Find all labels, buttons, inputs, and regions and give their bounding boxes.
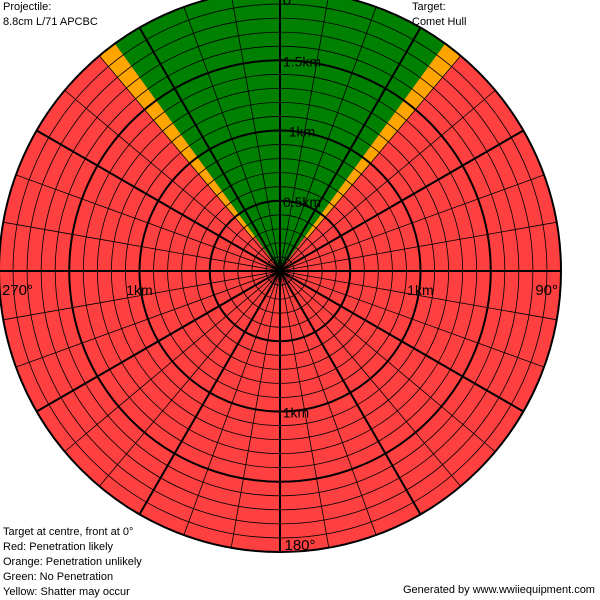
major-angle-spoke (279, 270, 422, 515)
range-label-0-1_5: 1.5km (283, 53, 321, 69)
range-label-180-1: 1km (283, 405, 309, 421)
angle-label-180: 180° (284, 537, 315, 554)
zone-penetration-unlikely-1 (304, 43, 461, 239)
major-angle-spoke (36, 129, 281, 272)
major-angle-spoke (279, 270, 524, 413)
legend-item-orange: Orange: Penetration unlikely (3, 556, 142, 568)
major-angle-spoke (138, 270, 281, 515)
angle-label-270: 270° (2, 282, 33, 299)
target-label: Target: (412, 1, 446, 13)
legend-item-green: Green: No Penetration (3, 571, 114, 583)
major-angle-spoke (279, 27, 422, 272)
projectile-info: Projectile: 8.8cm L/71 APCBC (3, 0, 98, 30)
range-label-270-1: 1km (126, 282, 152, 298)
major-angle-spoke (279, 129, 524, 272)
target-info: Target: Comet Hull (412, 0, 466, 30)
projectile-label: Projectile: (3, 1, 52, 13)
credit-text: Generated by www.wwiiequipment.com (403, 584, 595, 596)
labels-layer: 0° 90° 180° 270° 0.5km 1km 1.5km 1km 1km 1km (2, 0, 558, 554)
major-angle-spoke (138, 27, 281, 272)
target-value: Comet Hull (412, 16, 467, 28)
major-angle-spoke (36, 270, 281, 413)
range-label-0-0_5: 0.5km (283, 194, 321, 210)
legend-intro: Target at centre, front at 0° (3, 526, 134, 538)
legend-item-red: Red: Penetration likely (3, 541, 114, 553)
projectile-value: 8.8cm L/71 APCBC (3, 16, 98, 28)
legend-item-yellow: Yellow: Shatter may occur (3, 586, 130, 598)
zone-penetration-unlikely-0 (99, 43, 256, 239)
legend: Target at centre, front at 0° Red: Penet… (3, 525, 142, 600)
range-label-90-1: 1km (407, 282, 433, 298)
angle-label-0: 0° (283, 0, 297, 9)
major-grid-layer (0, 0, 562, 553)
range-label-0-1: 1km (289, 124, 315, 140)
angle-label-90: 90° (535, 282, 558, 299)
